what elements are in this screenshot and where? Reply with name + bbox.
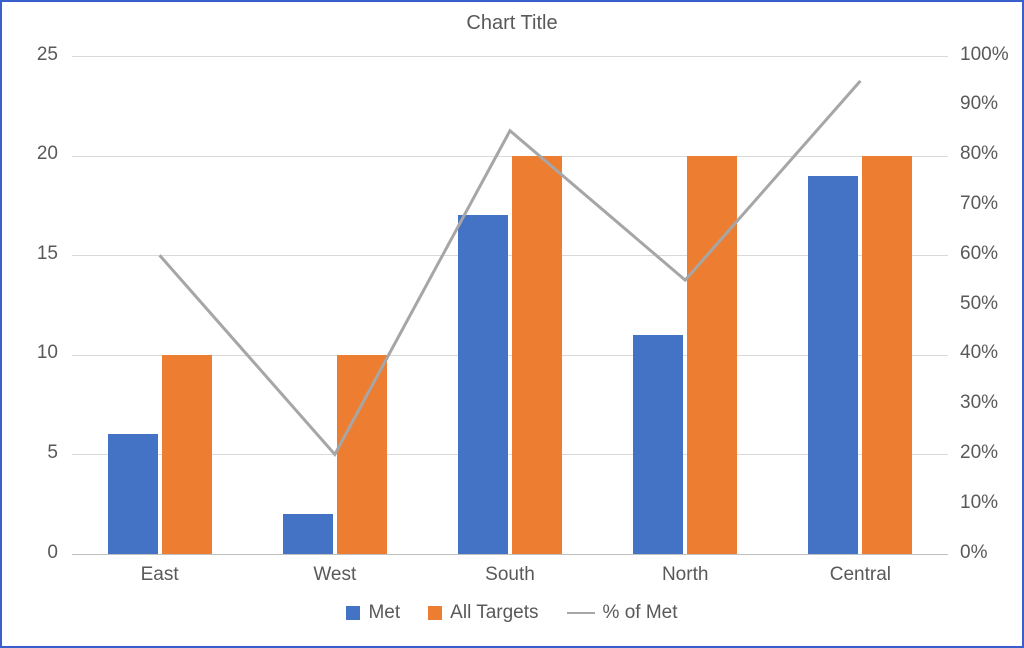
- x-category-label: East: [141, 564, 179, 586]
- y-left-tick-label: 5: [2, 442, 58, 464]
- y-right-tick-label: 70%: [960, 193, 998, 215]
- y-right-tick-label: 40%: [960, 342, 998, 364]
- plot-area: [72, 56, 948, 554]
- y-right-tick-label: 60%: [960, 243, 998, 265]
- x-category-label: West: [313, 564, 356, 586]
- y-left-tick-label: 25: [2, 44, 58, 66]
- y-right-tick-label: 10%: [960, 492, 998, 514]
- chart-title: Chart Title: [2, 12, 1022, 35]
- legend-swatch-box: [346, 606, 360, 620]
- legend-swatch-line: [567, 612, 595, 614]
- legend-item: Met: [346, 602, 400, 624]
- y-left-tick-label: 15: [2, 243, 58, 265]
- chart-frame: Chart Title 0 5 10 15 20 25 0% 10% 20% 30% 40% 50%…: [0, 0, 1024, 648]
- y-left-tick-label: 20: [2, 143, 58, 165]
- y-right-tick-label: 20%: [960, 442, 998, 464]
- legend-item: % of Met: [567, 602, 678, 624]
- legend-swatch-box: [428, 606, 442, 620]
- legend-item: All Targets: [428, 602, 538, 624]
- y-right-tick-label: 50%: [960, 293, 998, 315]
- y-right-tick-label: 90%: [960, 93, 998, 115]
- x-category-label: South: [485, 564, 535, 586]
- legend-label: All Targets: [450, 602, 538, 624]
- legend-label: Met: [368, 602, 400, 624]
- gridline: [72, 554, 948, 555]
- x-category-label: North: [662, 564, 708, 586]
- y-right-tick-label: 100%: [960, 44, 1009, 66]
- y-right-tick-label: 30%: [960, 392, 998, 414]
- line-series: [72, 56, 948, 554]
- y-left-tick-label: 10: [2, 342, 58, 364]
- legend-label: % of Met: [603, 602, 678, 624]
- y-right-tick-label: 80%: [960, 143, 998, 165]
- y-right-tick-label: 0%: [960, 542, 987, 564]
- y-left-tick-label: 0: [2, 542, 58, 564]
- legend: Met All Targets % of Met: [2, 602, 1022, 624]
- x-category-label: Central: [830, 564, 891, 586]
